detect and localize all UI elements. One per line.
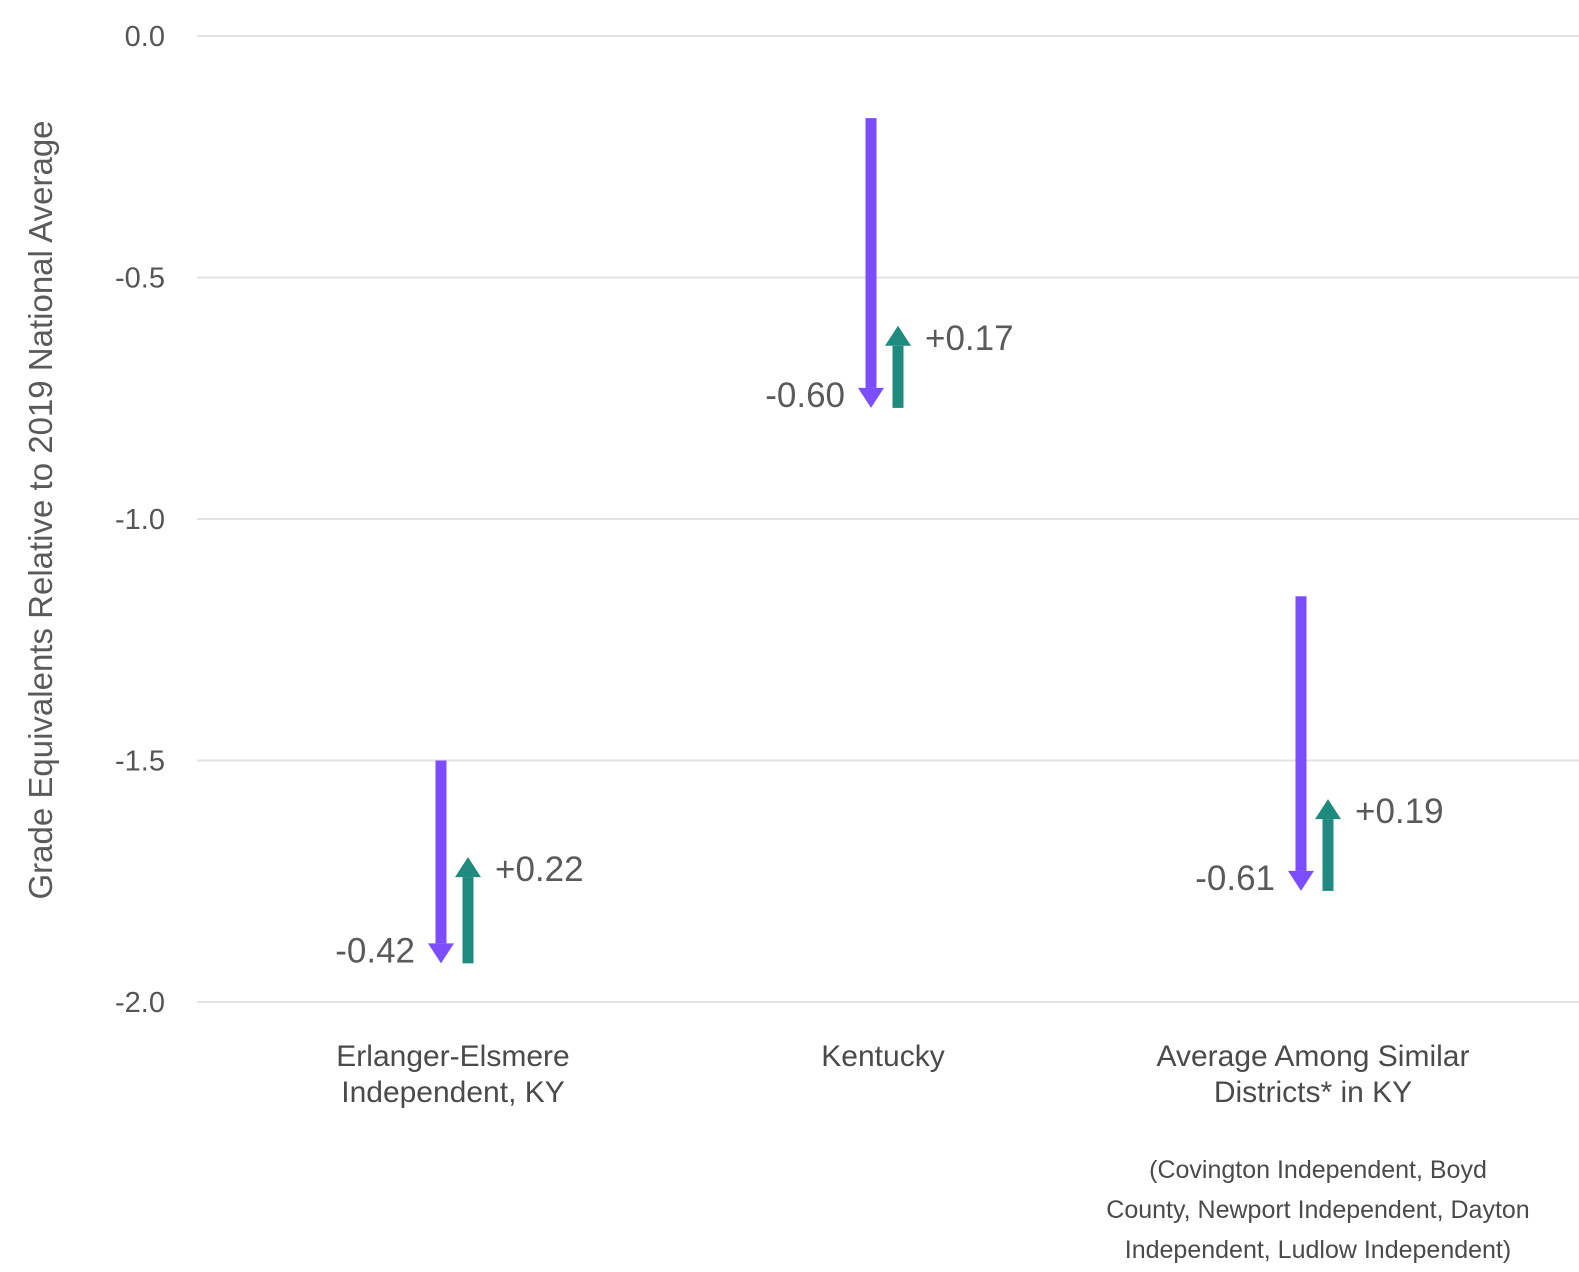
recovery-arrow xyxy=(1315,799,1341,891)
category-note: (Covington Independent, Boyd xyxy=(1149,1156,1487,1184)
decline-arrow-shaft xyxy=(435,760,447,944)
decline-arrow-head xyxy=(428,943,454,964)
decline-value-label: -0.61 xyxy=(1195,859,1275,898)
recovery-arrow xyxy=(885,325,911,408)
y-tick-label: 0.0 xyxy=(125,21,165,53)
y-tick-label: -1.0 xyxy=(115,504,165,536)
recovery-arrow-head xyxy=(455,857,481,878)
recovery-arrow-head xyxy=(1315,799,1341,820)
category-label: Districts* in KY xyxy=(1214,1076,1412,1109)
recovery-arrow-head xyxy=(885,325,911,346)
category-label: Kentucky xyxy=(821,1040,944,1073)
decline-arrow-head xyxy=(858,387,884,408)
y-tick-label: -2.0 xyxy=(115,987,165,1019)
recovery-arrow-shaft xyxy=(892,345,904,408)
recovery-value-label: +0.22 xyxy=(495,850,584,889)
decline-arrow-shaft xyxy=(865,118,877,388)
recovery-value-label: +0.19 xyxy=(1355,792,1444,831)
gridlines xyxy=(197,35,1579,1003)
y-tick-label: -1.5 xyxy=(115,746,165,778)
decline-value-label: -0.42 xyxy=(335,931,415,970)
y-tick-label: -0.5 xyxy=(115,263,165,295)
category-label: Erlanger-Elsmere xyxy=(336,1040,569,1073)
recovery-arrow-shaft xyxy=(462,877,474,964)
y-axis-label: Grade Equivalents Relative to 2019 Natio… xyxy=(22,120,59,899)
category-label: Average Among Similar xyxy=(1157,1040,1470,1073)
category-note: County, Newport Independent, Dayton xyxy=(1106,1196,1529,1224)
arrow-marks: -0.42 -0.60 -0.61 +0.22 +0.17 +0.19 xyxy=(335,118,1444,970)
recovery-arrow xyxy=(455,857,481,964)
decline-arrow xyxy=(858,118,884,408)
decline-arrow xyxy=(1288,596,1314,891)
decline-value-label: -0.60 xyxy=(765,376,845,415)
category-label: Independent, KY xyxy=(341,1076,565,1109)
decline-arrow xyxy=(428,760,454,964)
decline-arrow-head xyxy=(1288,870,1314,891)
category-note: Independent, Ludlow Independent) xyxy=(1125,1236,1511,1264)
recovery-value-label: +0.17 xyxy=(925,319,1014,358)
decline-arrow-shaft xyxy=(1295,596,1307,871)
recovery-arrow-shaft xyxy=(1322,819,1334,891)
y-axis-ticks: 0.0 -0.5 -1.0 -1.5 -2.0 xyxy=(115,21,165,1019)
